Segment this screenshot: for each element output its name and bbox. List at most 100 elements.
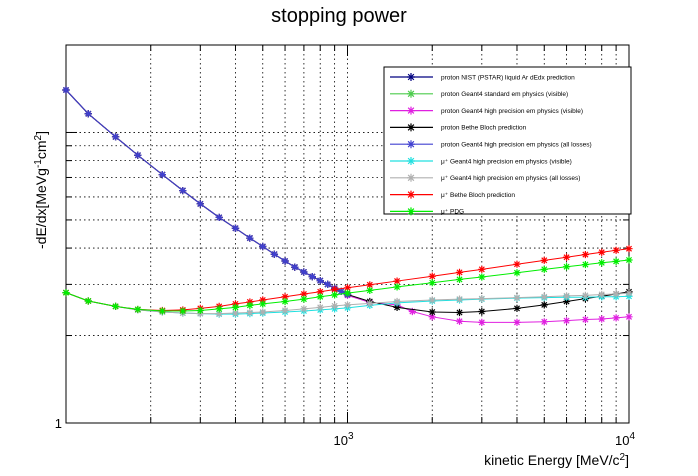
svg-text:kinetic Energy [MeV/c2]: kinetic Energy [MeV/c2] (484, 452, 629, 468)
data-point (393, 297, 401, 306)
data-point (331, 291, 339, 299)
data-point (246, 234, 254, 242)
data-point (581, 315, 589, 324)
data-point (562, 292, 571, 300)
data-point (331, 285, 339, 294)
data-point (540, 293, 548, 301)
data-point (281, 293, 289, 301)
data-point (478, 318, 486, 326)
data-point (331, 302, 339, 310)
data-point (598, 248, 606, 256)
legend-swatch-marker (407, 173, 415, 182)
data-point (625, 245, 633, 253)
data-point (324, 280, 332, 288)
legend-label: proton Geant4 high precision em physics … (441, 108, 583, 115)
series-proton-geant4-high-precision-em-physics-all-losses (62, 86, 352, 299)
data-point (158, 307, 166, 315)
data-point (513, 318, 521, 326)
series-proton-nist-pstar-liquid-ar-dedx-prediction (62, 86, 352, 299)
data-point (84, 297, 92, 305)
legend-entry: μ⁺ Geant4 high precision em physics (all… (390, 173, 580, 182)
data-point (134, 151, 142, 159)
data-point (316, 277, 324, 285)
data-point (428, 279, 436, 287)
data-point (598, 259, 606, 267)
data-point (562, 297, 571, 306)
data-point (455, 295, 464, 303)
data-point (231, 303, 240, 311)
series-line (65, 89, 348, 295)
data-point (625, 313, 633, 321)
data-point (612, 246, 620, 254)
data-point (337, 287, 345, 295)
data-point (478, 265, 486, 273)
legend-swatch-marker (407, 106, 415, 115)
legend-swatch-marker (407, 207, 415, 216)
data-point (581, 260, 589, 269)
series-line (65, 259, 630, 312)
data-point (625, 289, 633, 297)
data-point (562, 263, 571, 271)
legend-label: μ⁺ Bethe Bloch prediction (441, 192, 515, 199)
legend-swatch-marker (407, 157, 415, 165)
data-point (281, 306, 289, 315)
data-point (513, 269, 521, 277)
data-point (300, 305, 308, 313)
data-point (111, 133, 120, 141)
legend-entry: μ⁺ PDG (390, 207, 464, 216)
data-point (196, 306, 204, 315)
data-point (259, 300, 267, 308)
data-point (393, 303, 401, 311)
data-point (308, 273, 316, 281)
data-point (428, 272, 436, 280)
axis-ticks (66, 45, 629, 423)
data-point (300, 290, 308, 298)
data-point (134, 305, 142, 314)
data-point (455, 317, 464, 325)
data-point (455, 308, 464, 317)
data-point (478, 295, 486, 303)
data-point (598, 290, 606, 299)
data-point (478, 307, 486, 316)
data-point (612, 290, 620, 298)
y-tick-label: 1 (55, 416, 62, 431)
legend-swatch-marker (407, 123, 415, 132)
series-line (65, 292, 630, 315)
legend-swatch-marker (407, 140, 415, 149)
series-proton-geant4-standard-em-physics-visible (62, 86, 352, 299)
data-point (540, 265, 548, 273)
data-point (598, 315, 606, 323)
legend-entry: proton Geant4 high precision em physics … (390, 106, 583, 115)
data-point (316, 288, 324, 296)
data-point (158, 171, 166, 179)
series-line (65, 89, 348, 295)
data-point (246, 308, 254, 317)
data-point (231, 224, 240, 232)
x-tick-label: 103 (333, 431, 353, 448)
data-point (408, 307, 416, 316)
data-point (612, 257, 620, 265)
x-tick-label: 104 (615, 431, 635, 448)
legend-label: μ⁺ Geant4 high precision em physics (vis… (441, 158, 572, 165)
x-axis-label: kinetic Energy [MeV/c2] (484, 452, 629, 468)
data-point (366, 299, 374, 308)
data-point (343, 301, 352, 309)
data-point (179, 186, 187, 195)
data-point (343, 289, 352, 297)
legend: proton NIST (PSTAR) liquid Ar dEdx predi… (383, 66, 632, 216)
data-point (581, 291, 589, 299)
legend-label: μ⁺ PDG (441, 209, 464, 216)
y-axis-label: -dE/dx[MeVg-1cm2] (33, 131, 49, 249)
data-point (393, 277, 401, 285)
legend-label: proton Geant4 high precision em physics … (441, 142, 592, 149)
data-point (281, 257, 289, 265)
legend-box (383, 66, 632, 215)
legend-entry: μ⁺ Bethe Bloch prediction (390, 190, 515, 199)
data-point (513, 304, 521, 312)
data-point (259, 242, 267, 251)
data-point (231, 309, 240, 317)
series-pdg (62, 256, 633, 315)
data-point (455, 275, 464, 284)
data-point (612, 314, 620, 322)
legend-label: proton NIST (PSTAR) liquid Ar dEdx predi… (441, 74, 575, 81)
